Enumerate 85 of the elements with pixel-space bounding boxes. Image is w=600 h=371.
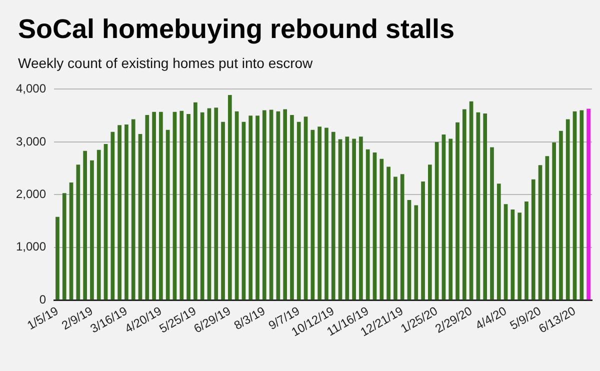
- bar: [531, 179, 536, 300]
- bar: [456, 122, 460, 300]
- bar: [62, 193, 66, 300]
- y-tick-label: 2,000: [16, 187, 46, 201]
- bar: [552, 142, 556, 300]
- chart-title: SoCal homebuying rebound stalls: [18, 14, 455, 45]
- bar: [372, 152, 377, 300]
- bar: [421, 182, 425, 300]
- bar: [318, 126, 322, 300]
- bar: [145, 115, 150, 300]
- bar: [496, 184, 501, 300]
- bar: [380, 158, 384, 300]
- bar: [228, 95, 232, 300]
- bar: [110, 132, 115, 300]
- bar: [104, 144, 108, 300]
- bar: [524, 202, 528, 300]
- bar: [276, 111, 280, 300]
- bar: [442, 134, 446, 300]
- bar: [131, 119, 136, 300]
- bar: [518, 212, 522, 300]
- bar: [172, 112, 177, 300]
- bar: [186, 114, 190, 300]
- bar: [242, 122, 246, 300]
- bar: [545, 156, 550, 300]
- bar: [310, 130, 315, 300]
- y-tick-label: 0: [39, 292, 46, 306]
- bar: [304, 116, 308, 300]
- bar: [580, 110, 584, 300]
- bar: [166, 130, 170, 300]
- bar: [414, 205, 418, 300]
- bar: [586, 108, 590, 300]
- bar: [262, 110, 266, 300]
- bar: [366, 149, 370, 300]
- bar: [221, 122, 225, 300]
- bar: [83, 150, 87, 300]
- bar: [572, 111, 577, 300]
- bar: [510, 209, 515, 300]
- bar: [69, 182, 74, 300]
- bar: [394, 176, 398, 300]
- bar: [483, 113, 488, 300]
- bar: [538, 165, 542, 300]
- bar: [138, 134, 142, 300]
- bar: [462, 109, 466, 300]
- bar: [428, 164, 432, 300]
- bar: [214, 108, 218, 300]
- bar: [559, 130, 563, 300]
- y-tick-label: 1,000: [16, 240, 46, 254]
- bar: [359, 136, 363, 300]
- bar: [476, 112, 480, 300]
- bar: [469, 101, 474, 300]
- bar: [248, 116, 253, 300]
- bar: [296, 122, 301, 300]
- bar: [207, 108, 212, 300]
- bar: [193, 102, 198, 300]
- bar: [448, 138, 453, 300]
- bar: [96, 150, 101, 300]
- bar: [269, 110, 274, 300]
- bar: [290, 115, 294, 300]
- bar: [566, 119, 570, 300]
- chart-subtitle: Weekly count of existing homes put into escrow: [18, 55, 313, 71]
- y-tick-label: 4,000: [16, 82, 46, 96]
- bar: [234, 111, 239, 300]
- bar: [352, 138, 356, 300]
- bar: [407, 200, 412, 300]
- y-tick-label: 3,000: [16, 134, 46, 148]
- bar: [118, 125, 122, 300]
- bar: [256, 116, 260, 300]
- bar: [124, 124, 128, 300]
- bar: [56, 216, 60, 300]
- bar: [76, 164, 80, 300]
- bar: [504, 204, 508, 300]
- bar: [324, 128, 328, 300]
- bar: [345, 136, 350, 300]
- bar: [180, 110, 184, 300]
- bar: [331, 132, 336, 300]
- bar: [152, 112, 156, 300]
- bar: [386, 166, 390, 300]
- bar: [159, 112, 163, 300]
- bar: [434, 142, 439, 300]
- bar: [490, 147, 494, 300]
- bar: [338, 139, 342, 300]
- bar: [400, 174, 404, 300]
- bar: [283, 109, 288, 300]
- bar: [200, 112, 204, 300]
- bar: [90, 160, 94, 300]
